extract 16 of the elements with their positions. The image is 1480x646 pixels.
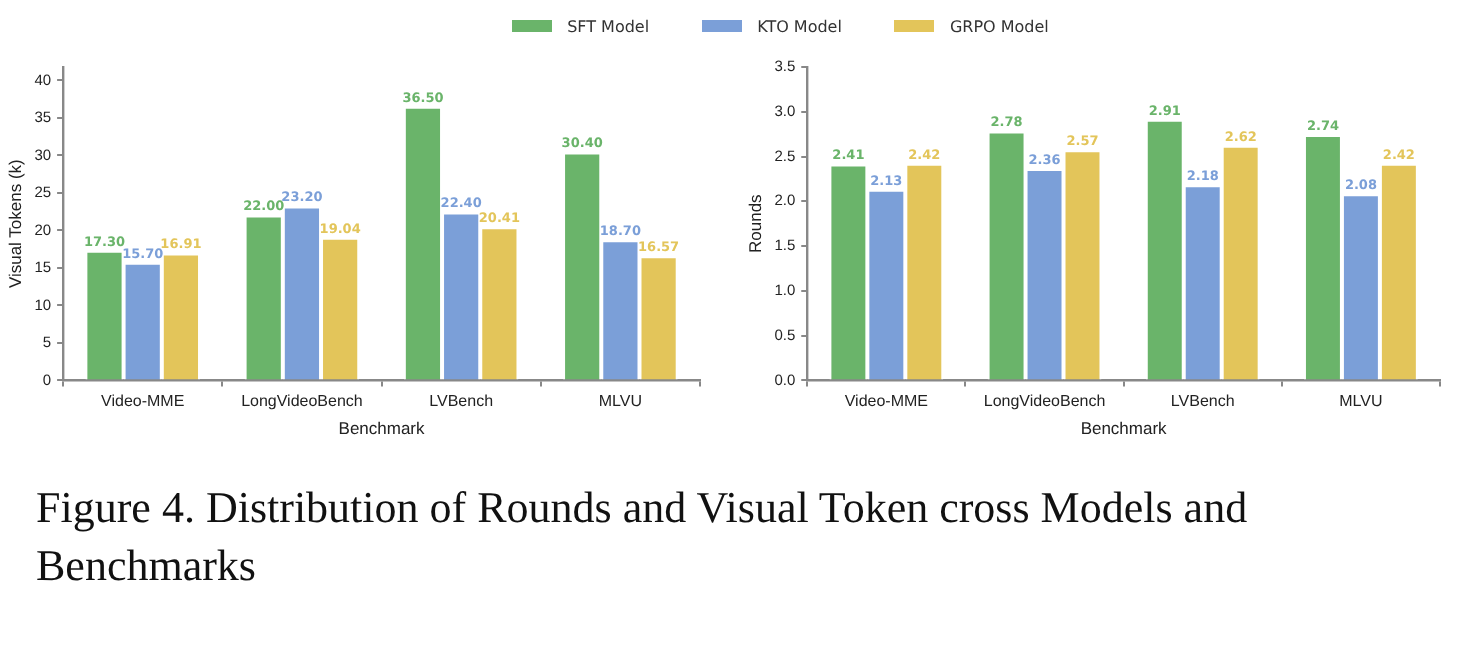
- x-tick-label: Video-MME: [101, 392, 185, 411]
- x-tick-label: LongVideoBench: [241, 392, 363, 411]
- x-tick-label: Video-MME: [844, 392, 928, 411]
- x-tick-label: MLVU: [598, 392, 643, 411]
- x-axis-title: Benchmark: [1080, 418, 1169, 439]
- y-axis-title: Visual Tokens (k): [4, 158, 25, 289]
- y-axis-title: Rounds: [744, 194, 765, 254]
- legend-label: SFT Model: [565, 17, 650, 35]
- x-tick-label: LongVideoBench: [983, 392, 1106, 411]
- x-tick-label: LVBench: [429, 392, 494, 411]
- x-tick-label: LVBench: [1170, 392, 1235, 411]
- legend-label: KTO Model: [755, 17, 842, 35]
- x-axis-title: Benchmark: [338, 418, 427, 439]
- caption: Figure 4. Distribution of Rounds and Visual Token cross Models and Benchmarks: [36, 480, 1250, 594]
- legend-label: GRPO Model: [947, 17, 1049, 35]
- x-tick-label: MLVU: [1339, 392, 1383, 411]
